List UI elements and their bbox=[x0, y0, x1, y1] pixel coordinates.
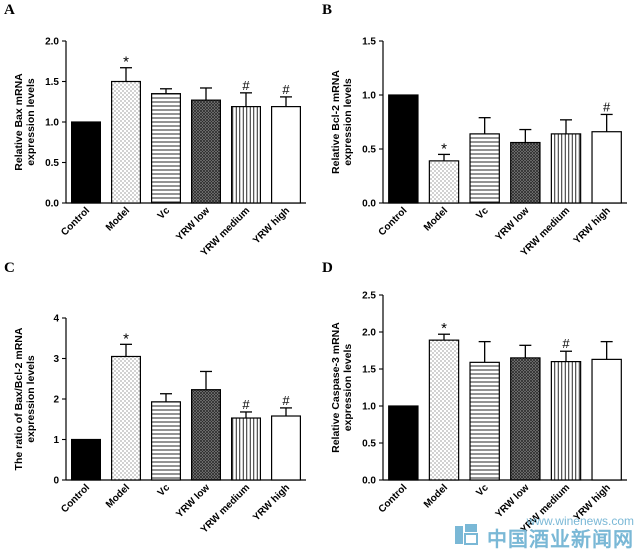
y-axis-label: expression levels bbox=[25, 78, 37, 166]
x-tick-label: Vc bbox=[156, 482, 173, 499]
y-tick-label: 0.5 bbox=[45, 158, 59, 169]
panel-letter: C bbox=[4, 260, 15, 276]
x-tick-label: Control bbox=[377, 482, 410, 515]
y-tick-label: 1.5 bbox=[362, 37, 376, 48]
x-tick-label: YRW high bbox=[251, 205, 292, 246]
x-tick-label: Control bbox=[59, 205, 92, 238]
y-tick-label: 1.5 bbox=[45, 77, 59, 88]
panel-letter: B bbox=[322, 2, 332, 18]
bar-yrw-low bbox=[191, 389, 222, 481]
bar-control bbox=[70, 121, 101, 204]
y-axis-label: expression levels bbox=[342, 344, 354, 432]
significance-asterisk: * bbox=[441, 320, 447, 337]
y-tick-label: 0.0 bbox=[362, 199, 376, 210]
x-tick-label: Vc bbox=[474, 205, 491, 222]
panel-letter: D bbox=[322, 260, 333, 276]
bar-yrw-medium bbox=[550, 361, 582, 481]
bar-yrw-medium bbox=[231, 106, 262, 204]
bar-yrw-low bbox=[510, 141, 541, 204]
y-tick-label: 3 bbox=[53, 354, 59, 365]
bar-vc bbox=[151, 93, 182, 204]
bar-control bbox=[388, 94, 419, 204]
significance-hash: # bbox=[282, 82, 290, 97]
bar-model bbox=[110, 80, 141, 204]
x-tick-label: YRW low bbox=[174, 205, 212, 243]
y-tick-label: 0.0 bbox=[362, 476, 376, 487]
bar-model bbox=[428, 160, 460, 204]
y-tick-label: 1 bbox=[53, 435, 59, 446]
panel-c: C The ratio of Bax/Bcl-2 mRNA expression l… bbox=[4, 260, 306, 536]
y-tick-label: 2.0 bbox=[45, 37, 59, 48]
significance-asterisk: * bbox=[123, 54, 129, 71]
significance-asterisk: * bbox=[441, 140, 447, 157]
x-tick-label: YRW high bbox=[572, 482, 613, 523]
bar-vc bbox=[469, 361, 500, 481]
y-axis-label: Relative Caspase-3 mRNA bbox=[330, 322, 342, 453]
x-tick-label: Model bbox=[422, 205, 450, 233]
y-axis-label: Relative Bax mRNA bbox=[13, 73, 25, 171]
bar-control bbox=[388, 405, 419, 481]
y-tick-label: 2 bbox=[53, 395, 59, 406]
x-tick-label: YRW low bbox=[494, 482, 532, 520]
bar-yrw-high bbox=[591, 358, 622, 481]
y-axis-label: expression levels bbox=[342, 78, 354, 166]
significance-hash: # bbox=[242, 78, 250, 93]
y-axis-label: expression levels bbox=[25, 355, 37, 443]
significance-hash: # bbox=[562, 336, 570, 351]
x-tick-label: YRW high bbox=[572, 205, 613, 246]
bar-yrw-low bbox=[510, 357, 541, 481]
y-tick-label: 0 bbox=[53, 476, 59, 487]
x-tick-label: Model bbox=[104, 482, 132, 510]
x-tick-label: YRW low bbox=[494, 205, 532, 243]
bar-yrw-medium bbox=[231, 417, 262, 481]
y-tick-label: 0.0 bbox=[45, 199, 59, 210]
x-tick-label: YRW low bbox=[174, 482, 212, 520]
x-tick-label: Control bbox=[377, 205, 410, 238]
y-tick-label: 0.5 bbox=[362, 145, 376, 156]
y-tick-label: 0.5 bbox=[362, 439, 376, 450]
x-tick-label: Control bbox=[59, 482, 92, 515]
bar-yrw-high bbox=[591, 131, 622, 204]
bar-control bbox=[70, 438, 101, 481]
y-tick-label: 1.5 bbox=[362, 365, 376, 376]
bar-yrw-medium bbox=[550, 133, 582, 204]
bar-vc bbox=[151, 401, 182, 481]
y-tick-label: 1.0 bbox=[45, 118, 59, 129]
x-tick-label: Vc bbox=[474, 482, 491, 499]
significance-hash: # bbox=[242, 397, 250, 412]
x-tick-label: Model bbox=[422, 482, 450, 510]
y-tick-label: 4 bbox=[53, 314, 59, 325]
significance-hash: # bbox=[603, 99, 611, 114]
significance-hash: # bbox=[282, 393, 290, 408]
y-tick-label: 1.0 bbox=[362, 91, 376, 102]
bar-model bbox=[428, 339, 460, 481]
x-tick-label: YRW high bbox=[251, 482, 292, 523]
panel-letter: A bbox=[4, 2, 15, 18]
significance-asterisk: * bbox=[123, 330, 129, 347]
y-tick-label: 1.0 bbox=[362, 402, 376, 413]
bar-yrw-high bbox=[271, 106, 302, 204]
bar-vc bbox=[469, 133, 500, 204]
y-tick-label: 2.5 bbox=[362, 291, 376, 302]
bar-model bbox=[110, 355, 141, 481]
y-axis-label: The ratio of Bax/Bcl-2 mRNA bbox=[13, 327, 25, 470]
y-axis-label: Relative Bcl-2 mRNA bbox=[330, 70, 342, 174]
bar-yrw-low bbox=[191, 99, 222, 204]
panel-a: A Relative Bax mRNA expression levels 0.0 0.… bbox=[4, 2, 306, 259]
x-tick-label: Model bbox=[104, 205, 132, 233]
y-tick-label: 2.0 bbox=[362, 328, 376, 339]
panel-b: B Relative Bcl-2 mRNA expression levels 0.0… bbox=[322, 2, 627, 259]
x-tick-label: Vc bbox=[156, 205, 173, 222]
bar-yrw-high bbox=[271, 415, 302, 481]
panel-d: D Relative Caspase-3 mRNA expression level… bbox=[322, 260, 627, 536]
